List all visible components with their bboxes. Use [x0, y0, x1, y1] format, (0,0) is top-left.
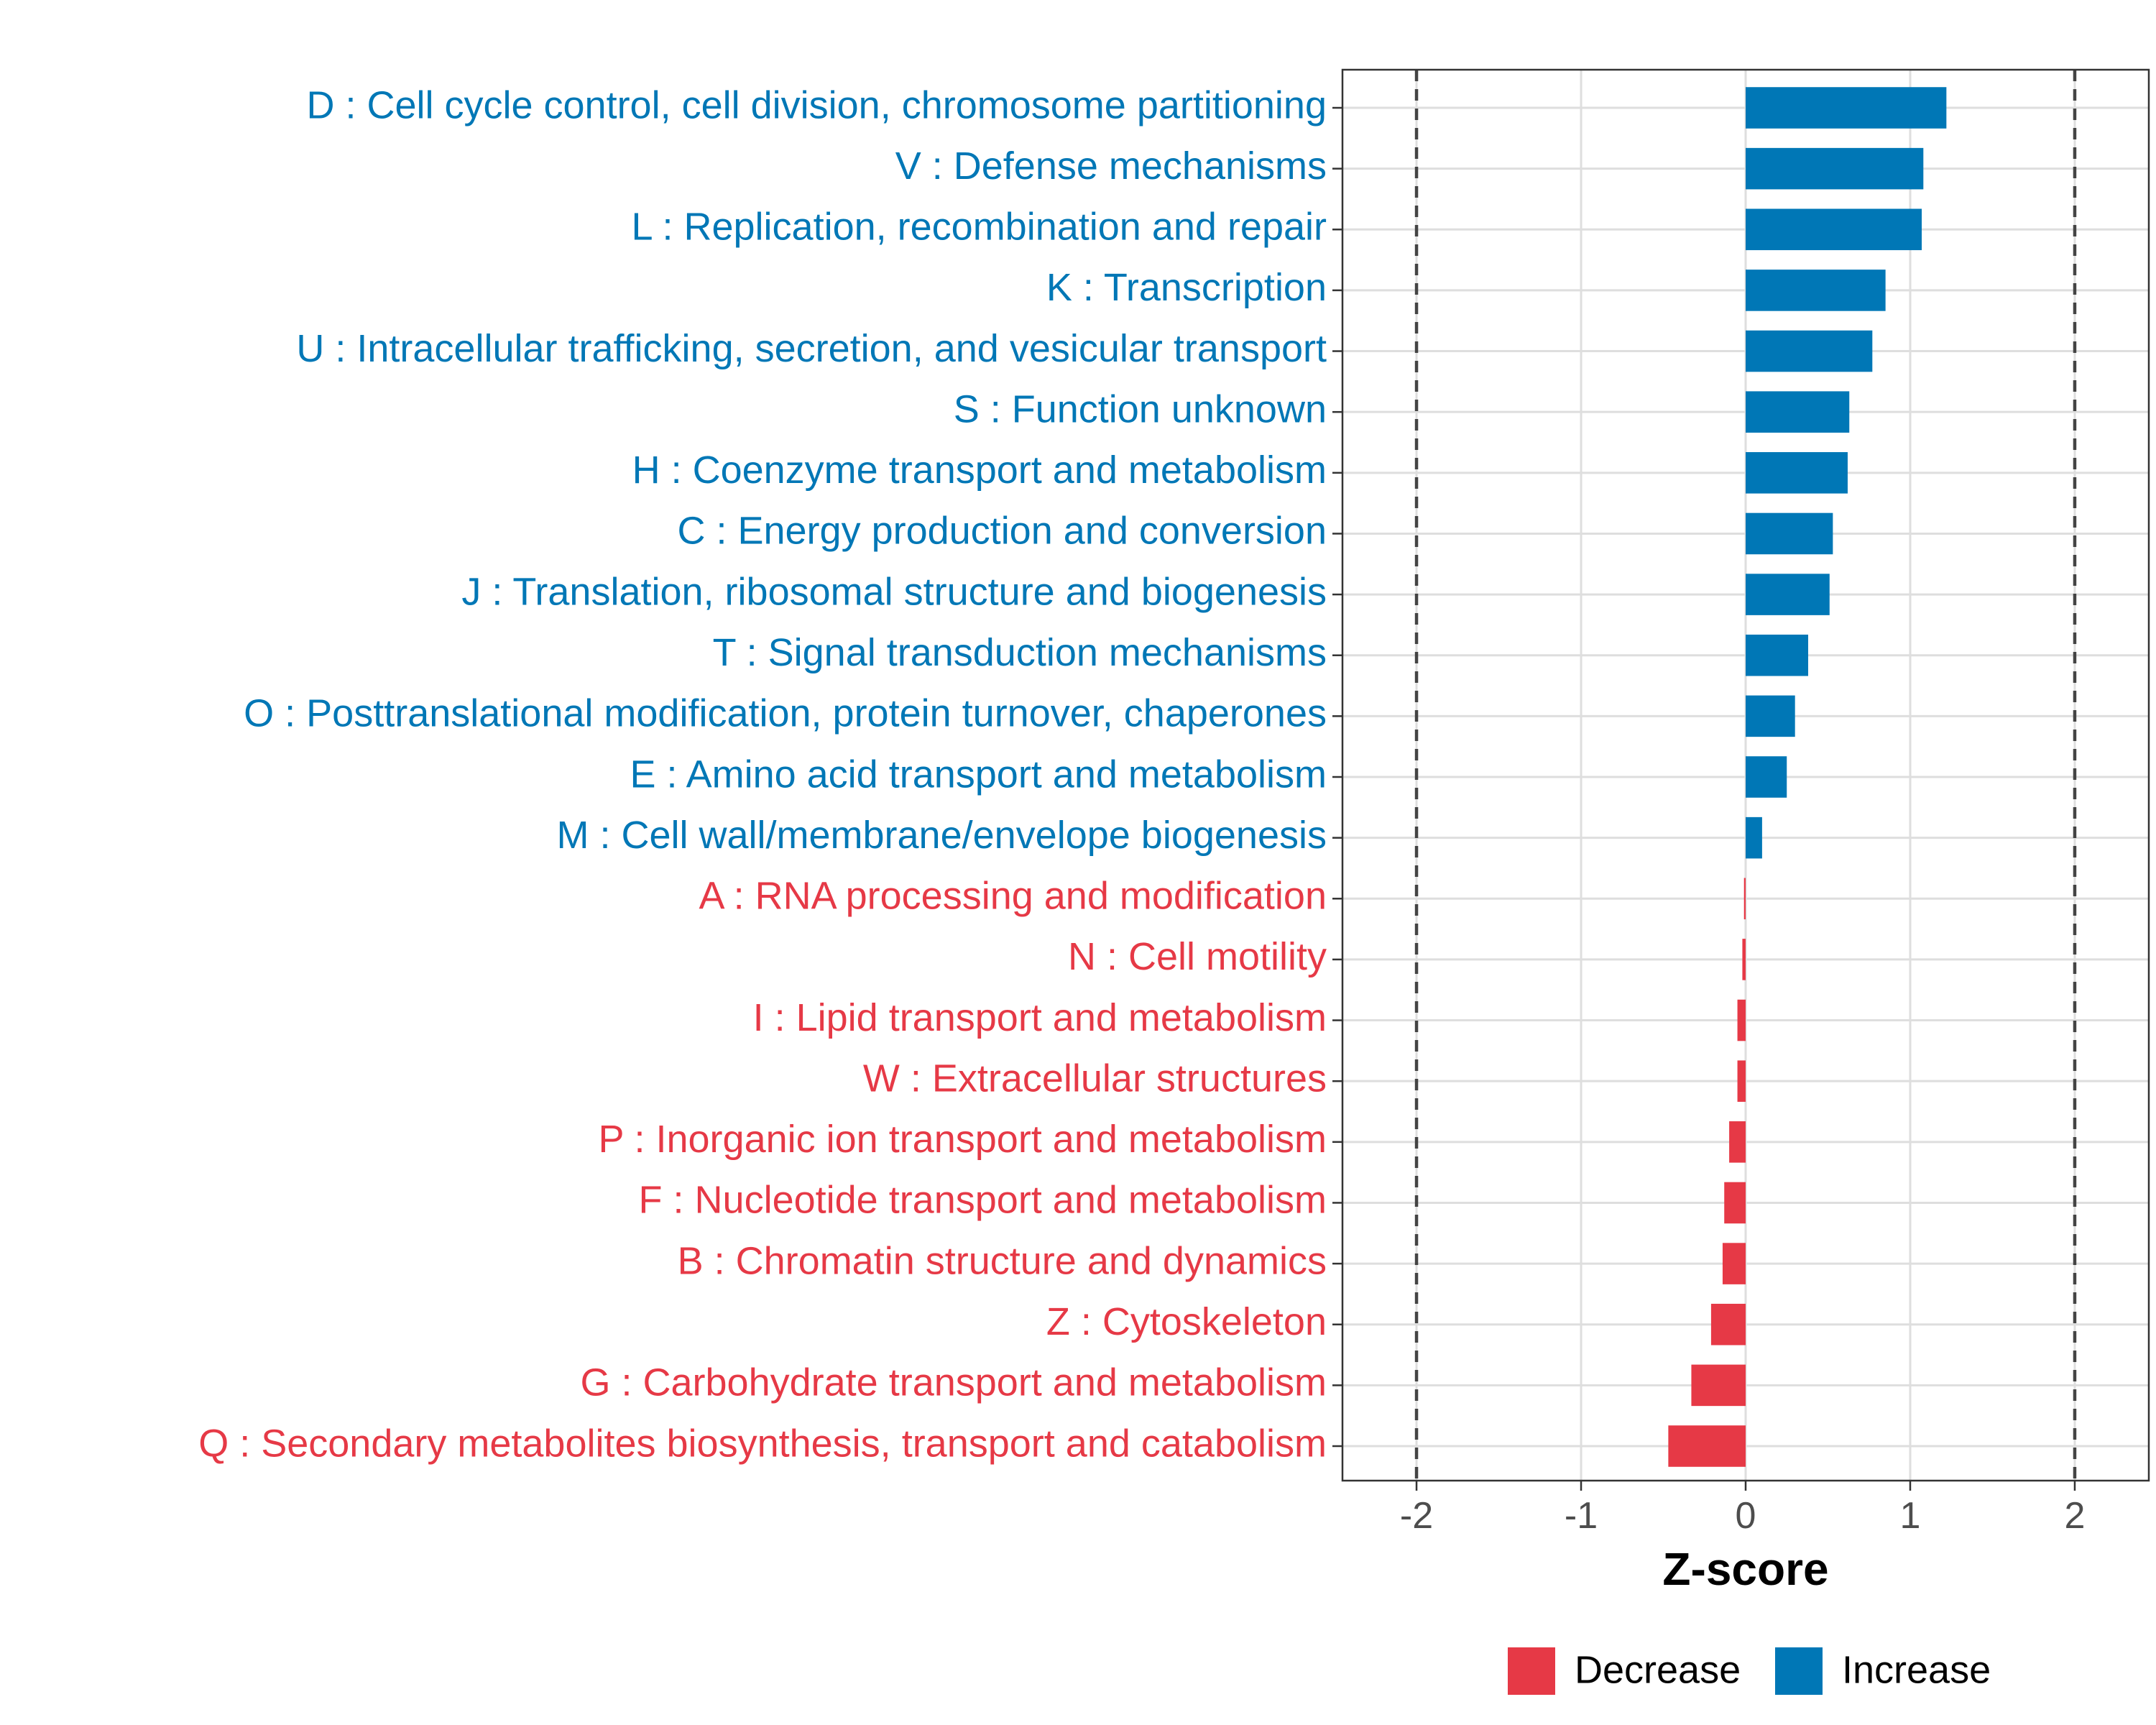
category-label: E : Amino acid transport and metabolism — [630, 753, 1327, 796]
category-label: F : Nucleotide transport and metabolism — [639, 1179, 1327, 1222]
category-label: Z : Cytoskeleton — [1046, 1300, 1327, 1343]
category-label: W : Extracellular structures — [863, 1057, 1327, 1100]
y-axis: D : Cell cycle control, cell division, c… — [198, 83, 1342, 1465]
category-label: S : Function unknown — [954, 387, 1327, 431]
bar — [1746, 147, 1924, 190]
bar — [1746, 208, 1922, 251]
category-label: V : Defense mechanisms — [895, 144, 1327, 188]
category-label: T : Signal transduction mechanisms — [713, 631, 1327, 674]
category-label: K : Transcription — [1046, 266, 1327, 309]
x-tick-label: -2 — [1400, 1495, 1433, 1537]
bar — [1743, 878, 1746, 920]
bar — [1746, 634, 1809, 676]
x-tick-label: -1 — [1565, 1495, 1598, 1537]
bars — [1668, 87, 1947, 1467]
legend-label: Decrease — [1575, 1648, 1741, 1691]
bar — [1746, 816, 1762, 859]
bar — [1737, 1060, 1746, 1102]
bar — [1742, 939, 1746, 980]
x-axis: -2 -1 0 1 2 — [1400, 1481, 2085, 1537]
legend-label: Increase — [1842, 1648, 1991, 1691]
x-tick-label: 2 — [2064, 1495, 2085, 1537]
category-label: B : Chromatin structure and dynamics — [678, 1239, 1327, 1282]
bar — [1737, 999, 1746, 1041]
category-label: M : Cell wall/membrane/envelope biogenes… — [556, 814, 1327, 857]
category-label: U : Intracellular trafficking, secretion… — [296, 327, 1327, 370]
category-label: Q : Secondary metabolites biosynthesis, … — [198, 1422, 1327, 1465]
x-tick-label: 1 — [1900, 1495, 1921, 1537]
category-label: H : Coenzyme transport and metabolism — [632, 448, 1327, 492]
legend-swatch — [1508, 1647, 1555, 1695]
legend: Decrease Increase — [1508, 1647, 1991, 1695]
bar — [1710, 1303, 1746, 1346]
category-label: N : Cell motility — [1068, 935, 1327, 978]
legend-swatch — [1775, 1647, 1823, 1695]
bar — [1729, 1121, 1746, 1163]
bar — [1724, 1182, 1746, 1224]
bar — [1746, 87, 1947, 129]
bar — [1722, 1243, 1746, 1284]
category-label: C : Energy production and conversion — [677, 510, 1327, 553]
bar — [1746, 270, 1886, 311]
threshold-lines — [1414, 70, 2077, 1481]
category-label: L : Replication, recombination and repai… — [631, 206, 1327, 249]
bar — [1746, 756, 1787, 798]
category-label: O : Posttranslational modification, prot… — [244, 692, 1327, 735]
bar — [1746, 452, 1848, 494]
category-label: P : Inorganic ion transport and metaboli… — [598, 1118, 1327, 1161]
category-label: I : Lipid transport and metabolism — [753, 996, 1327, 1039]
category-label: J : Translation, ribosomal structure and… — [461, 570, 1327, 613]
bar — [1691, 1364, 1746, 1407]
bar — [1668, 1425, 1746, 1467]
bar — [1746, 574, 1830, 615]
x-axis-title: Z-score — [1662, 1543, 1828, 1595]
bar — [1746, 391, 1850, 433]
x-tick-label: 0 — [1736, 1495, 1756, 1537]
category-label: G : Carbohydrate transport and metabolis… — [581, 1361, 1327, 1404]
bar — [1746, 330, 1873, 372]
category-label: D : Cell cycle control, cell division, c… — [306, 83, 1327, 126]
bar — [1746, 695, 1795, 737]
bar — [1746, 512, 1833, 555]
category-label: A : RNA processing and modification — [699, 875, 1327, 918]
